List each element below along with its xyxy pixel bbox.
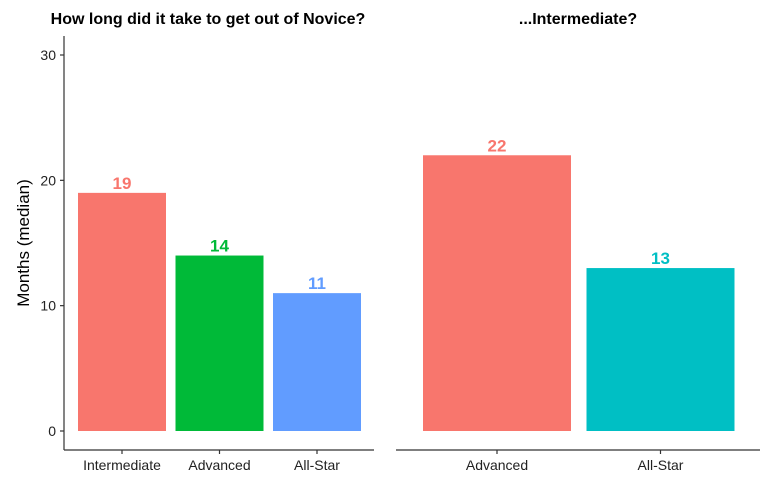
y-tick-label: 0 — [48, 423, 56, 439]
left-category-label: Advanced — [188, 457, 250, 473]
left-bar-advanced — [175, 255, 264, 431]
right-data-label: 22 — [488, 136, 507, 155]
y-axis-ticks: 0 10 20 30 — [40, 47, 64, 439]
left-chart-title: How long did it take to get out of Novic… — [51, 11, 366, 28]
right-category-label: All-Star — [638, 457, 684, 473]
left-data-label: 14 — [210, 237, 229, 256]
y-tick-label: 30 — [40, 47, 56, 63]
left-data-label: 19 — [113, 174, 132, 193]
left-category-label: Intermediate — [83, 457, 161, 473]
y-axis-title: Months (median) — [14, 179, 33, 307]
y-tick-label: 10 — [40, 298, 56, 314]
y-tick-label: 20 — [40, 172, 56, 188]
left-chart-marks: 19 Intermediate 14 Advanced 11 All-Star — [78, 174, 361, 473]
left-bar-intermediate — [78, 192, 166, 431]
left-bar-all-star — [273, 293, 361, 431]
right-bar-advanced — [423, 155, 571, 431]
right-chart-title: ...Intermediate? — [519, 11, 637, 28]
left-category-label: All-Star — [294, 457, 340, 473]
right-category-label: Advanced — [466, 457, 528, 473]
left-data-label: 11 — [308, 274, 326, 293]
right-bar-all-star — [586, 268, 735, 431]
right-data-label: 13 — [651, 249, 670, 268]
right-chart-marks: 22 Advanced 13 All-Star — [423, 136, 735, 473]
